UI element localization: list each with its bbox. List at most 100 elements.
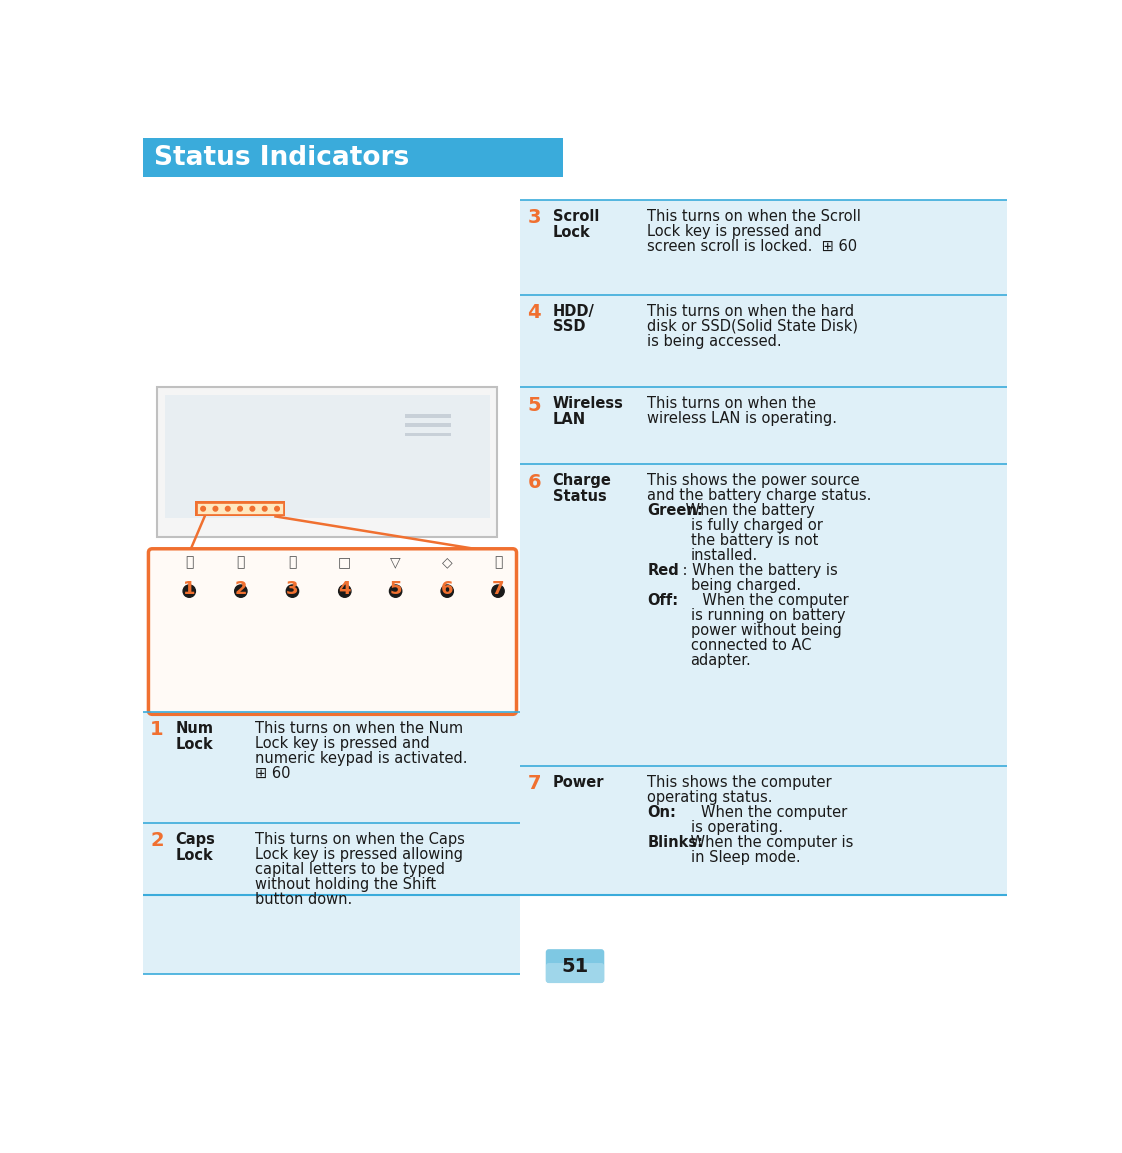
Text: LAN: LAN <box>553 412 586 427</box>
Text: 4: 4 <box>339 580 351 597</box>
Text: Green:: Green: <box>647 504 703 519</box>
Text: adapter.: adapter. <box>690 654 752 669</box>
Text: 6: 6 <box>527 473 541 491</box>
Circle shape <box>389 585 402 597</box>
Text: Off:: Off: <box>647 594 679 609</box>
Circle shape <box>491 585 504 597</box>
Text: being charged.: being charged. <box>690 579 801 594</box>
Text: 4: 4 <box>527 303 541 322</box>
Text: Num: Num <box>175 722 213 737</box>
Text: is fully charged or: is fully charged or <box>690 519 822 534</box>
Bar <box>405 432 451 436</box>
Text: 51: 51 <box>561 957 589 975</box>
Text: This turns on when the hard: This turns on when the hard <box>647 304 855 319</box>
Text: power without being: power without being <box>690 624 842 639</box>
Text: Status: Status <box>553 489 607 504</box>
Text: ◇: ◇ <box>442 556 452 570</box>
Text: installed.: installed. <box>690 549 757 564</box>
Text: the battery is not: the battery is not <box>690 534 818 549</box>
Text: and the battery charge status.: and the battery charge status. <box>647 489 872 504</box>
Circle shape <box>238 506 242 511</box>
Bar <box>144 823 521 974</box>
Bar <box>197 504 283 514</box>
Text: capital letters to be typed: capital letters to be typed <box>255 862 444 877</box>
Bar <box>521 199 1008 295</box>
Text: without holding the Shift: without holding the Shift <box>255 877 435 892</box>
Bar <box>157 387 497 537</box>
Text: 3: 3 <box>286 580 298 597</box>
Text: This turns on when the Scroll: This turns on when the Scroll <box>647 209 862 224</box>
Bar <box>521 387 1008 464</box>
Text: This shows the power source: This shows the power source <box>647 474 861 489</box>
Text: 7: 7 <box>491 580 504 597</box>
Text: Lock key is pressed and: Lock key is pressed and <box>255 737 430 752</box>
Text: 5: 5 <box>527 395 541 415</box>
Text: This turns on when the: This turns on when the <box>647 397 817 412</box>
Text: Lock: Lock <box>553 225 590 240</box>
Text: 1: 1 <box>183 580 195 597</box>
Text: 1: 1 <box>150 721 164 739</box>
Text: ⚿: ⚿ <box>185 556 193 570</box>
Circle shape <box>234 585 247 597</box>
Text: When the computer is: When the computer is <box>687 835 854 850</box>
Text: This turns on when the Caps: This turns on when the Caps <box>255 832 465 847</box>
FancyBboxPatch shape <box>148 549 516 715</box>
Circle shape <box>263 506 267 511</box>
Text: numeric keypad is activated.: numeric keypad is activated. <box>255 752 467 767</box>
Bar <box>521 295 1008 387</box>
Circle shape <box>183 585 195 597</box>
Text: □: □ <box>338 556 351 570</box>
Text: Wireless: Wireless <box>553 397 624 412</box>
Text: Caps: Caps <box>175 832 215 847</box>
Text: is being accessed.: is being accessed. <box>647 334 782 349</box>
Text: When the computer: When the computer <box>664 805 847 820</box>
Text: Power: Power <box>553 775 604 790</box>
Text: This shows the computer: This shows the computer <box>647 775 833 790</box>
Circle shape <box>213 506 218 511</box>
Text: wireless LAN is operating.: wireless LAN is operating. <box>647 412 837 427</box>
Text: operating status.: operating status. <box>647 790 773 805</box>
Text: 6: 6 <box>441 580 453 597</box>
Bar <box>405 414 451 417</box>
Bar <box>195 502 285 517</box>
Text: When the computer: When the computer <box>670 594 848 609</box>
Circle shape <box>286 585 298 597</box>
Bar <box>165 394 489 518</box>
Circle shape <box>226 506 230 511</box>
Bar <box>405 423 451 427</box>
Text: Red: Red <box>647 564 679 579</box>
Text: in Sleep mode.: in Sleep mode. <box>690 850 800 865</box>
Text: Lock: Lock <box>175 847 213 862</box>
Text: ⚿: ⚿ <box>288 556 296 570</box>
Text: screen scroll is locked.  ⊞ 60: screen scroll is locked. ⊞ 60 <box>647 239 857 254</box>
Text: 5: 5 <box>389 580 402 597</box>
Text: Status Indicators: Status Indicators <box>154 144 410 171</box>
Text: Blinks:: Blinks: <box>647 835 703 850</box>
Circle shape <box>250 506 255 511</box>
Text: disk or SSD(Solid State Disk): disk or SSD(Solid State Disk) <box>647 319 858 334</box>
Text: ▽: ▽ <box>390 556 401 570</box>
Text: ⏻: ⏻ <box>494 556 503 570</box>
Text: 3: 3 <box>527 209 541 227</box>
Text: On:: On: <box>647 805 677 820</box>
Circle shape <box>275 506 279 511</box>
Text: This turns on when the Num: This turns on when the Num <box>255 722 463 737</box>
Bar <box>144 713 521 823</box>
Text: Lock: Lock <box>175 737 213 752</box>
Text: When the battery: When the battery <box>681 504 815 519</box>
Text: is operating.: is operating. <box>690 820 782 835</box>
FancyBboxPatch shape <box>545 949 605 984</box>
Text: ⚿: ⚿ <box>237 556 245 570</box>
Bar <box>521 766 1008 895</box>
Circle shape <box>441 585 453 597</box>
Text: Lock key is pressed and: Lock key is pressed and <box>647 224 822 239</box>
Text: 2: 2 <box>150 831 164 851</box>
Text: : When the battery is: : When the battery is <box>664 564 838 579</box>
Bar <box>144 138 563 176</box>
FancyBboxPatch shape <box>545 963 605 984</box>
Text: HDD/: HDD/ <box>553 304 595 319</box>
Text: connected to AC: connected to AC <box>690 639 811 654</box>
Text: ⊞ 60: ⊞ 60 <box>255 767 291 782</box>
Circle shape <box>201 506 205 511</box>
Text: SSD: SSD <box>553 319 586 334</box>
